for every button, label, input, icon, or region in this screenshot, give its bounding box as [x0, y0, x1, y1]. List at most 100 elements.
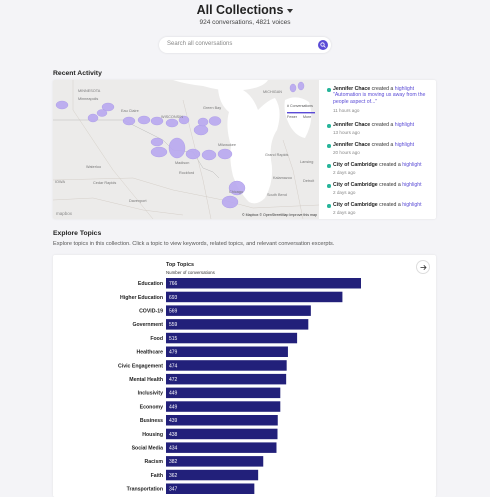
bar-category-label[interactable]: Government: [132, 322, 163, 328]
map-label: Detroit: [303, 179, 315, 183]
bar-value-label: 479: [169, 350, 178, 356]
bar-value-label: 382: [169, 459, 178, 465]
explore-topics-title: Explore Topics: [53, 230, 102, 237]
bar-category-label[interactable]: Food: [150, 336, 163, 342]
topic-bar[interactable]: [166, 387, 281, 399]
page-title[interactable]: All Collections: [196, 3, 284, 17]
bar-category-label[interactable]: Racism: [145, 459, 164, 465]
topic-bar[interactable]: [166, 319, 309, 330]
map-label: Kalamazoo: [273, 176, 292, 180]
feed-quote[interactable]: "Automation is moving us away from the p…: [333, 92, 426, 105]
map-background: [53, 80, 319, 219]
feed-time: 11 hours ago: [333, 108, 360, 113]
feed-user[interactable]: City of Cambridge: [333, 182, 378, 188]
topic-bar[interactable]: [166, 373, 287, 385]
bar-value-label: 472: [169, 377, 178, 383]
bar-value-label: 569: [169, 308, 178, 314]
feed-text: Jennifer Chace created a highlight "Auto…: [333, 86, 433, 105]
map-label: Milwaukee: [218, 143, 236, 147]
expand-button[interactable]: [416, 260, 430, 274]
bar-value-label: 438: [169, 432, 178, 438]
topic-bar[interactable]: [166, 415, 278, 426]
bar-category-label[interactable]: COVID-19: [139, 308, 163, 314]
search-input[interactable]: Search all conversations: [159, 37, 331, 53]
topic-bar[interactable]: [166, 442, 277, 453]
feed-object-link[interactable]: highlight: [394, 86, 415, 92]
bar-category-label[interactable]: Faith: [151, 473, 163, 479]
map-legend: # Conversations Fewer More: [287, 85, 315, 123]
map-label: Eau Claire: [121, 109, 139, 113]
bar-category-label[interactable]: Civic Engagement: [118, 363, 163, 369]
map-label: Davenport: [129, 199, 147, 203]
mapbox-logo[interactable]: mapbox: [56, 211, 73, 216]
topic-bar[interactable]: [166, 469, 259, 481]
topic-bar[interactable]: [166, 483, 255, 495]
chart-title: Top Topics: [166, 262, 194, 268]
bar-value-label: 693: [169, 295, 178, 301]
activity-dot-icon: [327, 124, 331, 128]
bar-value-label: 559: [169, 322, 178, 328]
feed-action: created a: [379, 182, 401, 188]
feed-user[interactable]: Jennifer Chace: [333, 122, 371, 128]
bar-category-label[interactable]: Business: [140, 418, 163, 424]
feed-time: 2 days ago: [333, 210, 356, 215]
map-label: IOWA: [55, 180, 65, 184]
activity-map[interactable]: MINNESOTA WISCONSIN MICHIGAN IOWA Minnea…: [53, 80, 319, 219]
bar-value-label: 347: [169, 487, 178, 493]
bar-category-label[interactable]: Social Media: [132, 445, 164, 451]
topics-bar-chart: Education 766 Higher Education 693 COVID-19 5…: [118, 278, 361, 495]
topic-bar[interactable]: [166, 456, 264, 467]
map-label: Lansing: [300, 160, 314, 164]
feed-user[interactable]: City of Cambridge: [333, 202, 378, 208]
legend-high: More: [303, 115, 312, 119]
feed-object-link[interactable]: highlight: [394, 142, 415, 148]
bar-category-label[interactable]: Mental Health: [129, 377, 163, 383]
chevron-down-icon[interactable]: [287, 8, 294, 13]
collections-dropdown[interactable]: All Collections: [0, 3, 490, 17]
map-label: WISCONSIN: [161, 115, 183, 119]
map-label: MINNESOTA: [78, 89, 101, 93]
bar-category-label[interactable]: Economy: [140, 404, 163, 410]
recent-activity-title: Recent Activity: [53, 70, 102, 77]
feed-object-link[interactable]: highlight: [402, 202, 422, 208]
feed-text: City of Cambridge created a highlight: [333, 202, 433, 208]
map-label: Green Bay: [203, 106, 222, 110]
topic-bar[interactable]: [166, 360, 287, 371]
topic-bar[interactable]: [166, 305, 311, 316]
activity-dot-icon: [327, 88, 331, 92]
topic-bar[interactable]: [166, 346, 288, 358]
topic-bar[interactable]: [166, 332, 298, 344]
bar-category-label[interactable]: Healthcare: [136, 350, 163, 356]
map-label: Grand Rapids: [265, 153, 289, 157]
feed-time: 13 hours ago: [333, 130, 360, 135]
bar-category-label[interactable]: Higher Education: [120, 295, 163, 301]
bar-category-label[interactable]: Education: [138, 281, 163, 287]
bar-category-label[interactable]: Inclusivity: [138, 391, 163, 397]
bar-category-label[interactable]: Housing: [142, 432, 163, 438]
feed-action: created a: [371, 122, 394, 128]
feed-object-link[interactable]: highlight: [402, 182, 422, 188]
feed-time: 2 days ago: [333, 170, 356, 175]
feed-user[interactable]: Jennifer Chace: [333, 86, 371, 92]
feed-object-link[interactable]: highlight: [402, 162, 422, 168]
search-button[interactable]: [318, 40, 328, 50]
bar-category-label[interactable]: Transportation: [127, 487, 163, 493]
map-label: Madison: [175, 161, 190, 165]
map-attribution[interactable]: © Mapbox © OpenStreetMap Improve this ma…: [241, 213, 317, 217]
bar-value-label: 474: [169, 363, 178, 369]
feed-user[interactable]: Jennifer Chace: [333, 142, 371, 148]
topic-bar[interactable]: [166, 278, 361, 289]
feed-object-link[interactable]: highlight: [394, 122, 415, 128]
map-label: Waterloo: [86, 165, 102, 169]
topic-bar[interactable]: [166, 291, 343, 303]
map-label: South Bend: [267, 193, 287, 197]
feed-user[interactable]: City of Cambridge: [333, 162, 378, 168]
topic-bar[interactable]: [166, 428, 278, 440]
map-label: Chicago: [229, 190, 243, 194]
topic-bar[interactable]: [166, 401, 281, 412]
feed-text: City of Cambridge created a highlight: [333, 182, 433, 188]
bar-value-label: 449: [169, 391, 178, 397]
bar-value-label: 515: [169, 336, 178, 342]
bar-value-label: 766: [169, 281, 178, 287]
feed-action: created a: [371, 86, 394, 92]
